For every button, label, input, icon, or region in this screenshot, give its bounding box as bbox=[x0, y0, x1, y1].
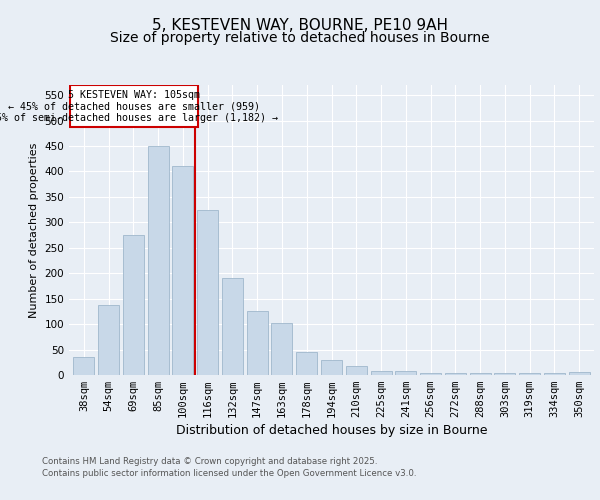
Text: ← 45% of detached houses are smaller (959): ← 45% of detached houses are smaller (95… bbox=[8, 102, 260, 112]
Bar bbox=[172, 166, 193, 375]
Bar bbox=[371, 371, 392, 375]
Text: 5 KESTEVEN WAY: 105sqm: 5 KESTEVEN WAY: 105sqm bbox=[68, 90, 200, 100]
Bar bbox=[148, 146, 169, 375]
Bar bbox=[494, 374, 515, 375]
Bar bbox=[123, 235, 144, 375]
Bar bbox=[569, 372, 590, 375]
Bar bbox=[346, 366, 367, 375]
Bar bbox=[470, 374, 491, 375]
Text: 55% of semi-detached houses are larger (1,182) →: 55% of semi-detached houses are larger (… bbox=[0, 114, 278, 124]
Text: 5, KESTEVEN WAY, BOURNE, PE10 9AH: 5, KESTEVEN WAY, BOURNE, PE10 9AH bbox=[152, 18, 448, 32]
Bar bbox=[247, 312, 268, 375]
Bar bbox=[445, 374, 466, 375]
FancyBboxPatch shape bbox=[70, 85, 198, 127]
Bar bbox=[544, 374, 565, 375]
Bar bbox=[296, 352, 317, 375]
Bar bbox=[519, 374, 540, 375]
Text: Contains public sector information licensed under the Open Government Licence v3: Contains public sector information licen… bbox=[42, 468, 416, 477]
Bar bbox=[321, 360, 342, 375]
Bar bbox=[98, 306, 119, 375]
Y-axis label: Number of detached properties: Number of detached properties bbox=[29, 142, 39, 318]
X-axis label: Distribution of detached houses by size in Bourne: Distribution of detached houses by size … bbox=[176, 424, 487, 438]
Bar bbox=[197, 210, 218, 375]
Bar bbox=[73, 357, 94, 375]
Text: Size of property relative to detached houses in Bourne: Size of property relative to detached ho… bbox=[110, 31, 490, 45]
Bar bbox=[395, 371, 416, 375]
Bar bbox=[420, 374, 441, 375]
Bar bbox=[222, 278, 243, 375]
Bar bbox=[271, 323, 292, 375]
Text: Contains HM Land Registry data © Crown copyright and database right 2025.: Contains HM Land Registry data © Crown c… bbox=[42, 458, 377, 466]
